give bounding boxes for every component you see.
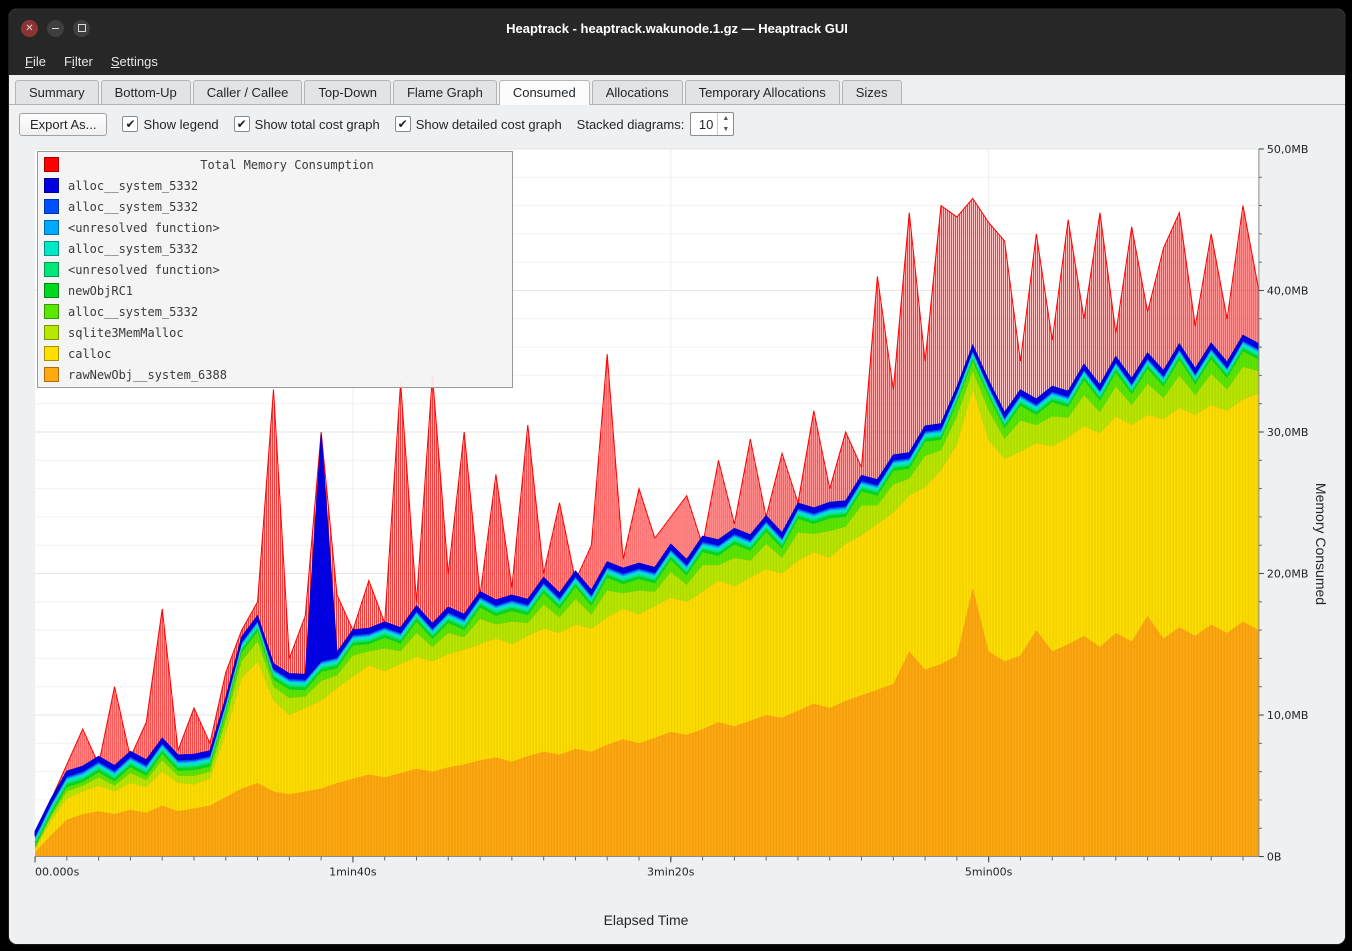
stacked-diagrams-value: 10 xyxy=(698,116,714,132)
legend-swatch xyxy=(44,325,59,340)
svg-text:50,0MB: 50,0MB xyxy=(1267,143,1309,156)
chart-legend: Total Memory Consumption alloc__system_5… xyxy=(37,151,513,388)
minimize-icon xyxy=(52,27,59,29)
x-axis-title: Elapsed Time xyxy=(603,912,689,928)
legend-item: <unresolved function> xyxy=(40,259,510,280)
tab-consumed[interactable]: Consumed xyxy=(498,80,590,105)
show-total-cost-graph-checkbox[interactable]: ✔ Show total cost graph xyxy=(233,116,380,132)
svg-text:40,0MB: 40,0MB xyxy=(1267,284,1309,297)
legend-swatch xyxy=(44,199,59,214)
legend-item: rawNewObj__system_6388 xyxy=(40,364,510,385)
tab-top-down[interactable]: Top-Down xyxy=(304,80,391,104)
minimize-button[interactable] xyxy=(47,19,64,37)
chart-area: 00.000s 1min40s 3min20s 5min00s 0B 10,0MB 20,0… xyxy=(9,143,1345,944)
legend-item: alloc__system_5332 xyxy=(40,301,510,322)
legend-item: calloc xyxy=(40,343,510,364)
legend-swatch xyxy=(44,346,59,361)
legend-swatch-total xyxy=(44,157,59,172)
titlebar: ✕ Heaptrack - heaptrack.wakunode.1.gz — … xyxy=(9,9,1345,47)
checkbox-check-icon: ✔ xyxy=(394,116,411,132)
maximize-icon xyxy=(77,24,86,32)
legend-item: sqlite3MemMalloc xyxy=(40,322,510,343)
menu-file-post: ile xyxy=(32,53,46,69)
tab-caller-callee[interactable]: Caller / Callee xyxy=(192,80,303,104)
legend-title-row: Total Memory Consumption xyxy=(40,154,510,175)
legend-label: <unresolved function> xyxy=(68,262,220,277)
menu-settings-post: ettings xyxy=(119,53,158,69)
export-as-button[interactable]: Export As... xyxy=(19,112,108,136)
y-axis-title: Memory Consumed xyxy=(1313,482,1329,605)
legend-item: alloc__system_5332 xyxy=(40,238,510,259)
stacked-diagrams-spinbox[interactable]: 10 ▲ ▼ xyxy=(690,112,735,136)
show-detailed-cost-graph-label: Show detailed cost graph xyxy=(415,116,562,132)
menu-settings-key: S xyxy=(110,53,120,69)
toolbar: Export As... ✔ Show legend ✔ Show total … xyxy=(9,105,1345,143)
legend-label: rawNewObj__system_6388 xyxy=(68,367,227,382)
legend-swatch xyxy=(44,283,59,298)
tab-sizes[interactable]: Sizes xyxy=(841,80,902,104)
legend-label: alloc__system_5332 xyxy=(68,241,199,256)
spin-arrows: ▲ ▼ xyxy=(717,113,733,135)
menu-settings[interactable]: Settings xyxy=(103,51,166,72)
legend-label: sqlite3MemMalloc xyxy=(68,325,184,340)
svg-text:10,0MB: 10,0MB xyxy=(1267,709,1309,722)
svg-text:3min20s: 3min20s xyxy=(647,865,695,878)
legend-label: calloc xyxy=(68,346,112,361)
svg-text:30,0MB: 30,0MB xyxy=(1267,426,1309,439)
svg-text:5min00s: 5min00s xyxy=(965,865,1013,878)
menu-file-key: F xyxy=(25,53,33,69)
legend-swatch xyxy=(44,241,59,256)
legend-label: alloc__system_5332 xyxy=(68,199,199,214)
menu-filter[interactable]: Filter xyxy=(56,51,101,72)
stacked-diagrams-label: Stacked diagrams: xyxy=(576,116,685,132)
tab-bottom-up[interactable]: Bottom-Up xyxy=(100,80,191,104)
window-controls: ✕ xyxy=(21,9,90,47)
menu-filter-post: lter xyxy=(74,53,93,69)
window-title: Heaptrack - heaptrack.wakunode.1.gz — He… xyxy=(506,20,848,36)
menu-filter-key: i xyxy=(71,53,75,69)
checkbox-check-icon: ✔ xyxy=(122,116,139,132)
legend-label: newObjRC1 xyxy=(68,283,134,298)
svg-text:1min40s: 1min40s xyxy=(329,865,377,878)
svg-text:20,0MB: 20,0MB xyxy=(1267,568,1309,581)
legend-swatch xyxy=(44,262,59,277)
legend-item: alloc__system_5332 xyxy=(40,196,510,217)
tab-allocations[interactable]: Allocations xyxy=(591,80,683,104)
app-window: ✕ Heaptrack - heaptrack.wakunode.1.gz — … xyxy=(8,8,1346,945)
spin-down-icon[interactable]: ▼ xyxy=(722,126,730,133)
legend-label: <unresolved function> xyxy=(68,220,220,235)
checkbox-check-icon: ✔ xyxy=(233,116,250,132)
legend-item: <unresolved function> xyxy=(40,217,510,238)
show-total-cost-graph-label: Show total cost graph xyxy=(254,116,380,132)
spin-up-icon[interactable]: ▲ xyxy=(722,115,730,122)
show-legend-label: Show legend xyxy=(143,116,219,132)
stacked-diagrams-group: Stacked diagrams: 10 ▲ ▼ xyxy=(577,112,735,136)
legend-swatch xyxy=(44,178,59,193)
legend-label: alloc__system_5332 xyxy=(68,178,199,193)
legend-swatch xyxy=(44,304,59,319)
close-icon: ✕ xyxy=(25,22,34,34)
menu-bar: File Filter Settings xyxy=(9,47,1345,75)
svg-text:0B: 0B xyxy=(1267,851,1282,864)
menu-filter-pre: F xyxy=(63,53,72,69)
close-button[interactable]: ✕ xyxy=(21,19,38,37)
tab-bar: Summary Bottom-Up Caller / Callee Top-Down F… xyxy=(9,75,1345,105)
memory-consumption-chart[interactable]: 00.000s 1min40s 3min20s 5min00s 0B 10,0MB 20,0… xyxy=(9,143,1345,944)
legend-swatch xyxy=(44,367,59,382)
legend-item: alloc__system_5332 xyxy=(40,175,510,196)
menu-file[interactable]: File xyxy=(17,51,54,72)
show-detailed-cost-graph-checkbox[interactable]: ✔ Show detailed cost graph xyxy=(394,116,562,132)
show-legend-checkbox[interactable]: ✔ Show legend xyxy=(122,116,219,132)
tab-flame-graph[interactable]: Flame Graph xyxy=(392,80,497,104)
legend-label: alloc__system_5332 xyxy=(68,304,199,319)
legend-item: newObjRC1 xyxy=(40,280,510,301)
legend-title: Total Memory Consumption xyxy=(200,157,374,172)
legend-swatch xyxy=(44,220,59,235)
tab-temporary-allocations[interactable]: Temporary Allocations xyxy=(684,80,840,104)
svg-text:00.000s: 00.000s xyxy=(35,865,80,878)
maximize-button[interactable] xyxy=(73,19,90,37)
tab-summary[interactable]: Summary xyxy=(15,80,99,104)
